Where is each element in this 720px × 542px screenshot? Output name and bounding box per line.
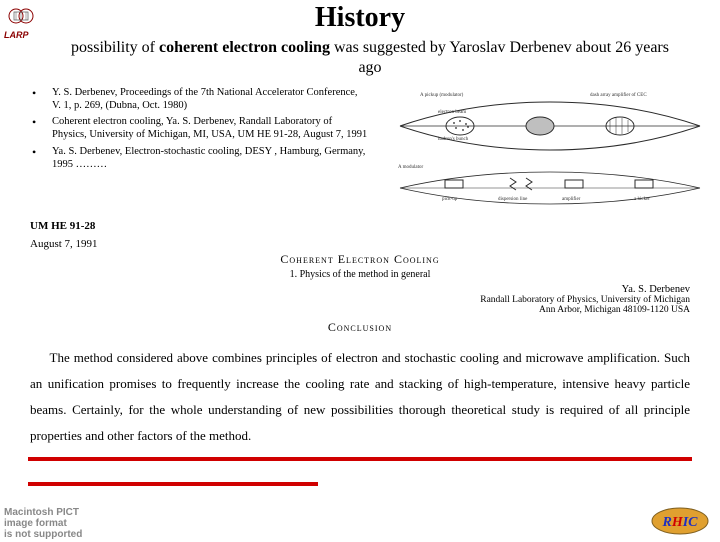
subtitle-suffix: was suggested by Yaroslav Derbenev about… (330, 39, 669, 76)
conclusion-block: Conclusion The method considered above c… (30, 320, 690, 449)
paper-author: Ya. S. Derbenev (30, 284, 690, 295)
paper-affiliation: Ann Arbor, Michigan 48109-1120 USA (30, 305, 690, 315)
paper-title: Coherent Electron Cooling (30, 252, 690, 267)
subtitle-bold: coherent electron cooling (159, 39, 330, 56)
diagram-label: dash array amplifier of CEC (590, 93, 647, 98)
page-title: History (0, 2, 720, 34)
mac-pict-line: image format (4, 518, 82, 529)
references-list: Y. S. Derbenev, Proceedings of the 7th N… (28, 86, 368, 171)
paper-report-number: UM HE 91-28 (30, 220, 690, 232)
diagram-label: a kicker (634, 197, 650, 202)
paper-date: August 7, 1991 (30, 238, 690, 250)
reference-item: Y. S. Derbenev, Proceedings of the 7th N… (28, 86, 368, 112)
mac-pict-line: Macintosh PICT (4, 507, 82, 518)
larp-emblem-icon (4, 6, 40, 30)
mac-pict-line: is not supported (4, 529, 82, 540)
mac-pict-placeholder: Macintosh PICT image format is not suppo… (4, 507, 82, 540)
diagram-label: hadron's bunch (438, 137, 469, 142)
paper-header-block: UM HE 91-28 August 7, 1991 Coherent Elec… (30, 220, 690, 315)
diagram-label: A modulator (398, 165, 423, 170)
rhic-logo-icon: RHIC (650, 506, 710, 536)
paper-section: 1. Physics of the method in general (30, 269, 690, 280)
diagram-label: A pickup (modulator) (420, 93, 464, 98)
diagram-label: amplifier (562, 197, 581, 202)
subtitle: possibility of coherent electron cooling… (60, 38, 680, 78)
highlight-underline (28, 457, 692, 461)
reference-item: Ya. S. Derbenev, Electron-stochastic coo… (28, 145, 368, 171)
larp-label: LARP (4, 30, 29, 40)
diagram-label: electron beam (438, 110, 466, 115)
paper-affiliation: Randall Laboratory of Physics, Universit… (30, 295, 690, 305)
conclusion-heading: Conclusion (30, 320, 690, 335)
conclusion-text: The method considered above combines pri… (30, 345, 690, 449)
svg-text:RHIC: RHIC (661, 515, 698, 530)
diagram-label: dispersion line (498, 197, 528, 202)
reference-item: Coherent electron cooling, Ya. S. Derben… (28, 115, 368, 141)
subtitle-prefix: possibility of (71, 39, 159, 56)
larp-logo: LARP (4, 6, 40, 40)
highlight-underline (28, 482, 318, 486)
diagram-label: pick-up (442, 197, 458, 202)
cec-schematic-diagram: A pickup (modulator) dash array amplifie… (390, 88, 710, 208)
